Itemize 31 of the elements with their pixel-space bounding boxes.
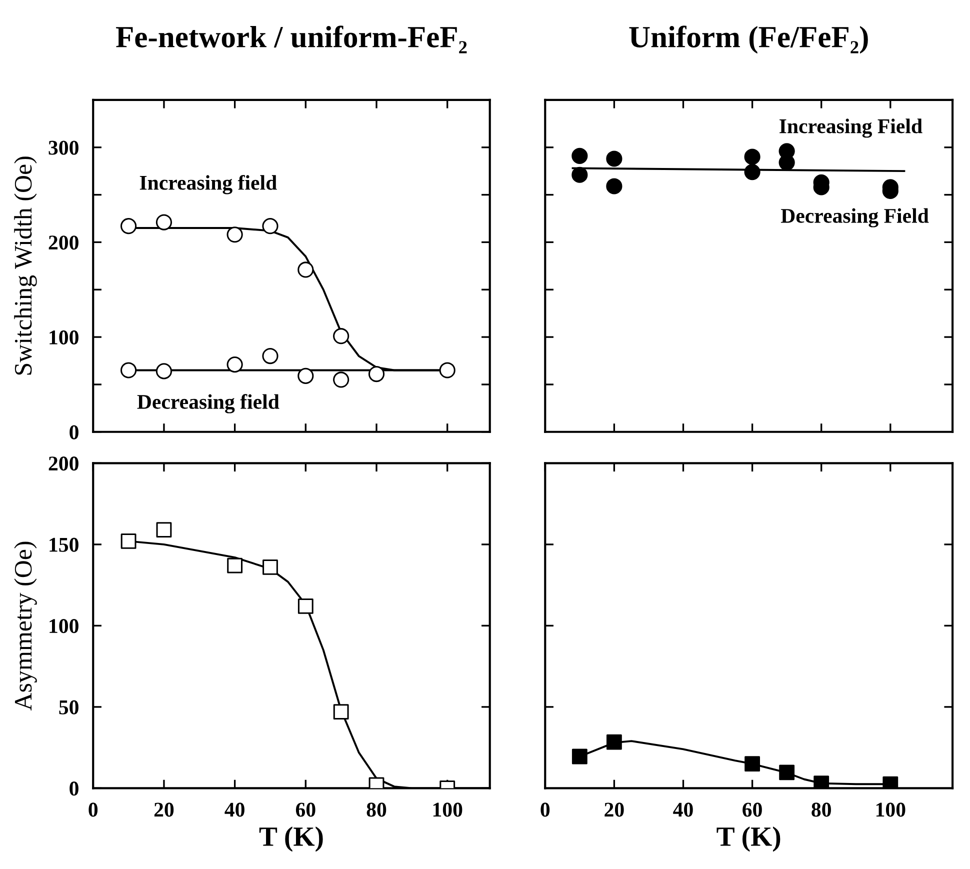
y-tick-label: 200 — [48, 456, 78, 471]
x-tick-label: 40 — [673, 802, 693, 817]
x-tick-label: 60 — [742, 802, 762, 817]
y-tick-label: 150 — [50, 538, 78, 552]
x-tick-label: 100 — [433, 802, 462, 817]
x-axis-title: T (K) — [259, 826, 323, 852]
x-tick-label: 20 — [154, 802, 174, 817]
y-tick-label: 100 — [50, 619, 78, 634]
annotation: Increasing Field — [780, 118, 922, 138]
annotation: Decreasing Field — [780, 208, 929, 228]
x-tick-label: 0 — [88, 802, 98, 817]
chart-title: Fe-network / uniform-FeF₂ — [116, 26, 467, 54]
annotation: Decreasing field — [137, 394, 280, 414]
y-axis-title: Asymmetry (Oe) — [14, 542, 37, 710]
x-tick-label: 80 — [366, 802, 386, 817]
x-tick-label: 80 — [812, 802, 831, 817]
x-tick-label: 60 — [296, 802, 316, 817]
x-tick-label: 0 — [540, 802, 550, 817]
chart-title: Uniform (Fe/FeF₂) — [629, 26, 868, 54]
y-tick-label: 0 — [70, 782, 78, 796]
y-axis-title: Switching Width (Oe) — [14, 156, 37, 375]
y-tick-label: 200 — [48, 236, 78, 250]
x-tick-label: 40 — [224, 802, 244, 817]
y-tick-label: 300 — [48, 140, 78, 155]
x-tick-label: 20 — [604, 802, 624, 817]
y-tick-label: 100 — [50, 330, 78, 344]
x-tick-label: 100 — [876, 802, 906, 817]
y-tick-label: 50 — [59, 700, 78, 714]
x-axis-title: T (K) — [716, 826, 780, 852]
annotation: Increasing field — [140, 174, 277, 194]
y-tick-label: 0 — [70, 425, 78, 440]
